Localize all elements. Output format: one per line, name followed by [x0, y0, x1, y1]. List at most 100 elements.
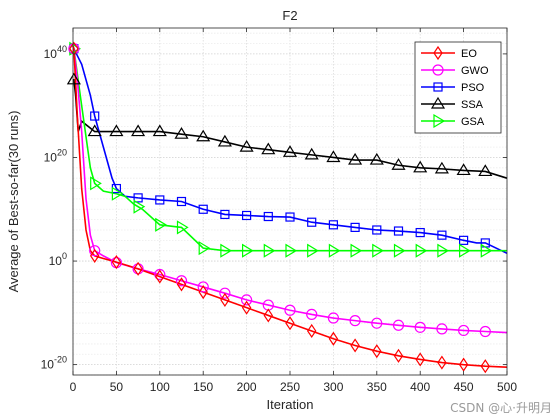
marker-eo	[69, 41, 79, 56]
marker-pso	[372, 225, 382, 235]
legend-marker-eo	[433, 45, 443, 61]
legend-marker-gwo	[432, 64, 444, 76]
marker-pso	[350, 222, 360, 232]
series-line-gsa	[72, 45, 507, 252]
marker-ssa	[369, 152, 384, 165]
marker-gwo	[175, 275, 188, 287]
marker-gsa	[133, 199, 146, 214]
marker-ssa	[282, 145, 298, 157]
marker-gwo	[306, 308, 318, 321]
marker-eo	[480, 359, 491, 374]
marker-eo	[263, 308, 274, 323]
chart-title: F2	[282, 8, 297, 23]
marker-ssa	[434, 161, 449, 174]
marker-eo	[372, 344, 382, 359]
legend-label-pso: PSO	[461, 82, 485, 94]
x-tick-label: 400	[410, 380, 430, 394]
marker-gsa	[242, 243, 254, 258]
marker-ssa	[87, 124, 102, 137]
marker-pso	[415, 227, 425, 238]
marker-gwo	[89, 245, 101, 257]
marker-gsa	[263, 243, 276, 258]
marker-eo	[241, 300, 252, 315]
marker-gwo	[458, 324, 470, 337]
legend-label-gsa: GSA	[461, 116, 485, 128]
x-tick-label: 150	[193, 380, 213, 394]
marker-gsa	[220, 243, 233, 258]
marker-ssa	[217, 134, 232, 147]
marker-eo	[89, 248, 100, 263]
marker-gsa	[307, 243, 319, 258]
marker-gsa	[285, 243, 298, 258]
y-axis-ticks: 10-20 100 1020 1040	[41, 44, 507, 372]
x-tick-label: 500	[497, 380, 517, 394]
series-line-pso	[72, 45, 508, 255]
marker-pso	[242, 210, 252, 221]
marker-gwo	[371, 317, 383, 329]
y-tick-label: 100	[49, 251, 67, 268]
marker-ssa	[326, 150, 341, 163]
marker-pso	[459, 235, 469, 245]
marker-pso	[263, 211, 273, 222]
marker-eo	[415, 352, 425, 367]
marker-gsa	[437, 243, 450, 258]
marker-pso	[393, 226, 404, 236]
marker-eo	[328, 331, 339, 346]
marker-ssa	[456, 163, 471, 176]
marker-gsa	[459, 243, 471, 258]
marker-ssa	[174, 127, 189, 139]
x-tick-label: 50	[110, 380, 124, 394]
y-tick-label: 10-20	[41, 355, 67, 372]
legend-marker-pso	[433, 82, 443, 92]
marker-ssa	[239, 139, 254, 152]
x-tick-label: 250	[280, 380, 300, 394]
x-tick-label: 300	[323, 380, 343, 394]
marker-gwo	[479, 325, 491, 338]
x-tick-label: 450	[454, 380, 474, 394]
x-axis-label: Iteration	[267, 397, 314, 412]
series-line-eo	[72, 45, 508, 369]
series-line-ssa	[73, 78, 508, 179]
marker-gsa	[198, 241, 211, 256]
y-tick-label: 1020	[44, 147, 67, 164]
marker-gsa	[155, 217, 167, 232]
marker-pso	[307, 217, 317, 227]
marker-ssa	[109, 124, 124, 137]
marker-gsa	[393, 243, 406, 258]
legend-label-eo: EO	[461, 48, 477, 60]
marker-pso	[285, 212, 295, 222]
legend: EO GWO PSO SSA GSA	[414, 41, 502, 134]
marker-pso	[176, 196, 187, 207]
marker-pso	[133, 193, 143, 203]
marker-gsa	[480, 243, 493, 258]
marker-ssa	[413, 160, 428, 173]
marker-eo	[285, 316, 295, 331]
legend-label-gwo: GWO	[461, 65, 489, 77]
marker-pso	[437, 230, 447, 240]
marker-eo	[220, 292, 230, 307]
x-tick-label: 200	[237, 380, 257, 394]
marker-gwo	[414, 321, 426, 333]
marker-ssa	[261, 142, 276, 155]
marker-ssa	[478, 164, 493, 177]
marker-eo	[437, 355, 447, 370]
marker-gsa	[328, 243, 341, 258]
marker-ssa	[196, 129, 211, 142]
marker-eo	[350, 338, 360, 353]
y-axis-label: Average of Best-so-far(30 runs)	[6, 111, 21, 293]
marker-ssa	[391, 158, 406, 170]
marker-gwo	[392, 319, 405, 331]
marker-ssa	[348, 152, 363, 165]
marker-eo	[133, 261, 143, 276]
marker-gsa	[415, 243, 428, 258]
legend-label-ssa: SSA	[461, 99, 484, 111]
legend-marker-gsa	[433, 113, 446, 129]
marker-eo	[306, 323, 317, 339]
series-markers	[66, 41, 493, 374]
marker-ssa	[304, 147, 319, 160]
marker-gwo	[241, 294, 253, 306]
x-tick-label: 100	[150, 380, 170, 394]
marker-gsa	[372, 243, 384, 258]
marker-gwo	[284, 304, 296, 316]
